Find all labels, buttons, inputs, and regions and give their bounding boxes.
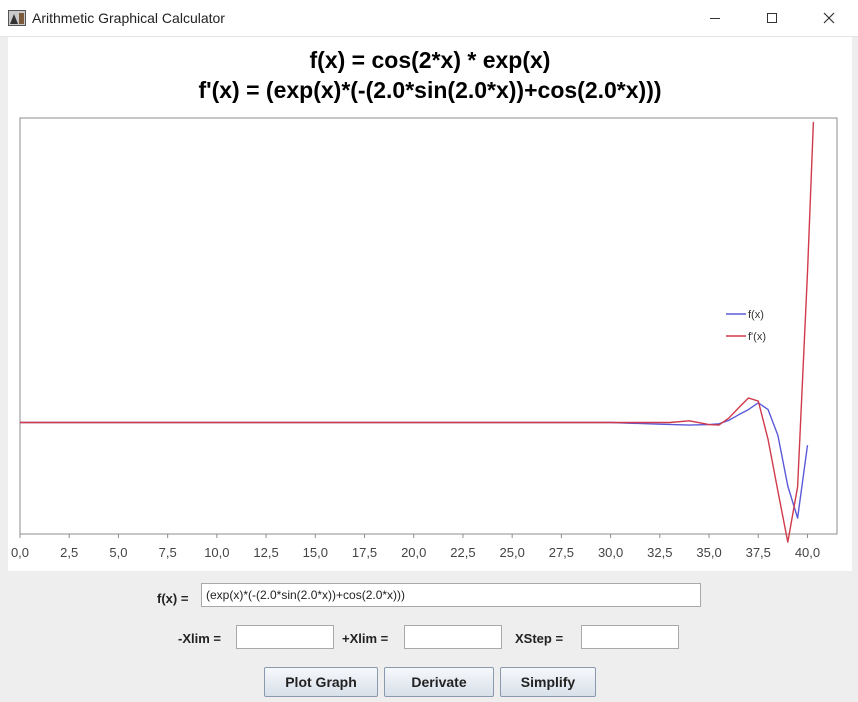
function-plot: 0,0 2,5 5,0 7,5 10,0 12,5 15,0 17,5 20,0 22,5 25,0… <box>11 117 838 560</box>
chart-title: f(x) = cos(2*x) * exp(x) <box>309 47 551 73</box>
minimize-button[interactable] <box>686 0 744 36</box>
maximize-button[interactable] <box>743 0 801 36</box>
x-tick-label: 0,0 <box>11 545 29 560</box>
x-tick-label: 5,0 <box>109 545 127 560</box>
x-tick-label: 7,5 <box>159 545 177 560</box>
xlim-max-label: +Xlim = <box>342 631 389 646</box>
xlim-max-input[interactable] <box>404 625 502 649</box>
x-tick-label: 37,5 <box>746 545 771 560</box>
plot-graph-button[interactable]: Plot Graph <box>264 667 378 697</box>
xstep-input[interactable] <box>581 625 679 649</box>
xstep-label: XStep = <box>515 631 564 646</box>
x-tick-label: 25,0 <box>500 545 525 560</box>
x-tick-label: 27,5 <box>549 545 574 560</box>
xlim-min-input[interactable] <box>236 625 334 649</box>
x-tick-label: 22,5 <box>450 545 475 560</box>
legend-label-0: f(x) <box>748 309 764 321</box>
x-tick-label: 35,0 <box>696 545 721 560</box>
series-line-1 <box>20 121 815 543</box>
chart-subtitle: f'(x) = (exp(x)*(-(2.0*sin(2.0*x))+cos(2… <box>198 77 662 103</box>
x-tick-label: 40,0 <box>795 545 820 560</box>
window-title: Arithmetic Graphical Calculator <box>32 10 225 26</box>
x-tick-label: 17,5 <box>352 545 377 560</box>
maximize-icon <box>767 13 777 23</box>
close-button[interactable] <box>800 0 858 36</box>
plot-area <box>19 117 838 535</box>
x-tick-label: 12,5 <box>253 545 278 560</box>
x-tick-label: 32,5 <box>647 545 672 560</box>
xlim-min-label: -Xlim = <box>178 631 221 646</box>
fx-label: f(x) = <box>157 591 189 606</box>
x-tick-label: 2,5 <box>60 545 78 560</box>
x-tick-label: 30,0 <box>598 545 623 560</box>
derivate-button[interactable]: Derivate <box>384 667 494 697</box>
legend-label-1: f'(x) <box>748 331 766 343</box>
function-input[interactable] <box>201 583 701 607</box>
close-icon <box>823 12 835 24</box>
minimize-icon <box>710 18 720 19</box>
chart-panel: f(x) = cos(2*x) * exp(x) f'(x) = (exp(x)… <box>8 37 852 571</box>
x-tick-label: 20,0 <box>401 545 426 560</box>
simplify-button[interactable]: Simplify <box>500 667 596 697</box>
x-tick-label: 15,0 <box>303 545 328 560</box>
window-titlebar: Arithmetic Graphical Calculator <box>0 0 858 37</box>
series-line-0 <box>20 402 809 519</box>
calculator-app-icon <box>8 10 26 26</box>
window-content: f(x) = cos(2*x) * exp(x) f'(x) = (exp(x)… <box>0 37 858 702</box>
x-tick-label: 10,0 <box>204 545 229 560</box>
